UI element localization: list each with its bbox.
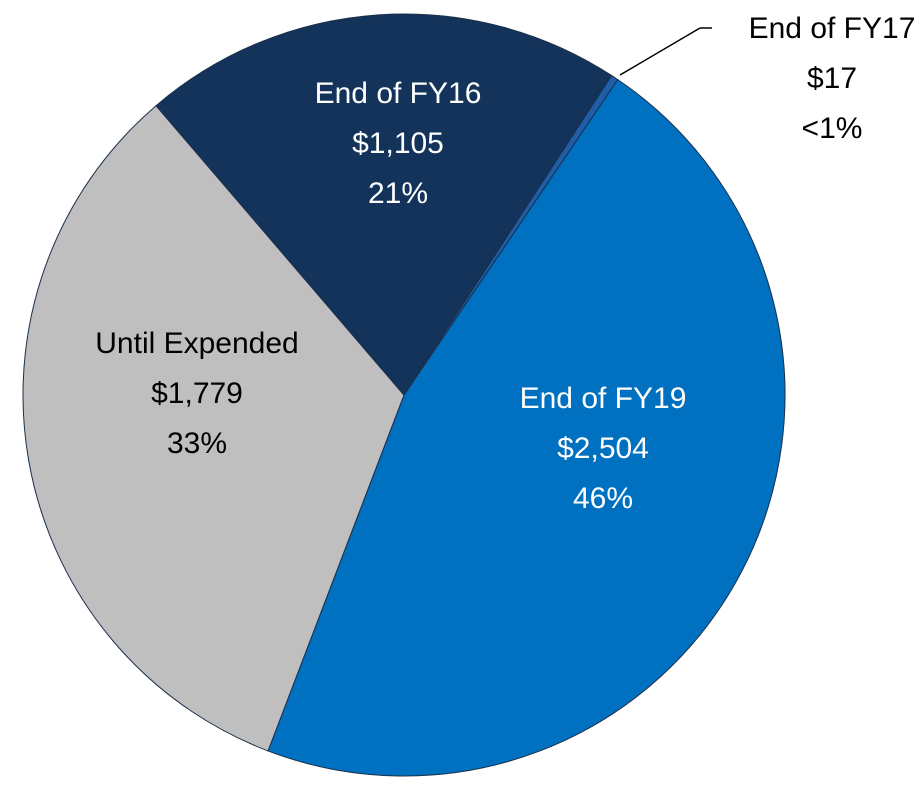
slice-label: End of FY17 — [749, 12, 916, 45]
percent-label: <1% — [802, 112, 863, 145]
leader-line — [619, 27, 701, 76]
pie-slice — [22, 105, 405, 752]
percent-label: 33% — [167, 427, 227, 460]
pie-slice — [155, 13, 613, 396]
value-label: $17 — [807, 62, 857, 95]
value-label: $1,105 — [352, 127, 444, 160]
percent-label: 46% — [573, 482, 633, 515]
value-label: $2,504 — [557, 432, 649, 465]
percent-label: 21% — [368, 177, 428, 210]
slice-label: End of FY16 — [315, 77, 482, 110]
pie-slice — [267, 78, 786, 777]
value-label: $1,779 — [151, 377, 243, 410]
slice-label: Until Expended — [95, 327, 298, 360]
slice-label: End of FY19 — [520, 382, 687, 415]
